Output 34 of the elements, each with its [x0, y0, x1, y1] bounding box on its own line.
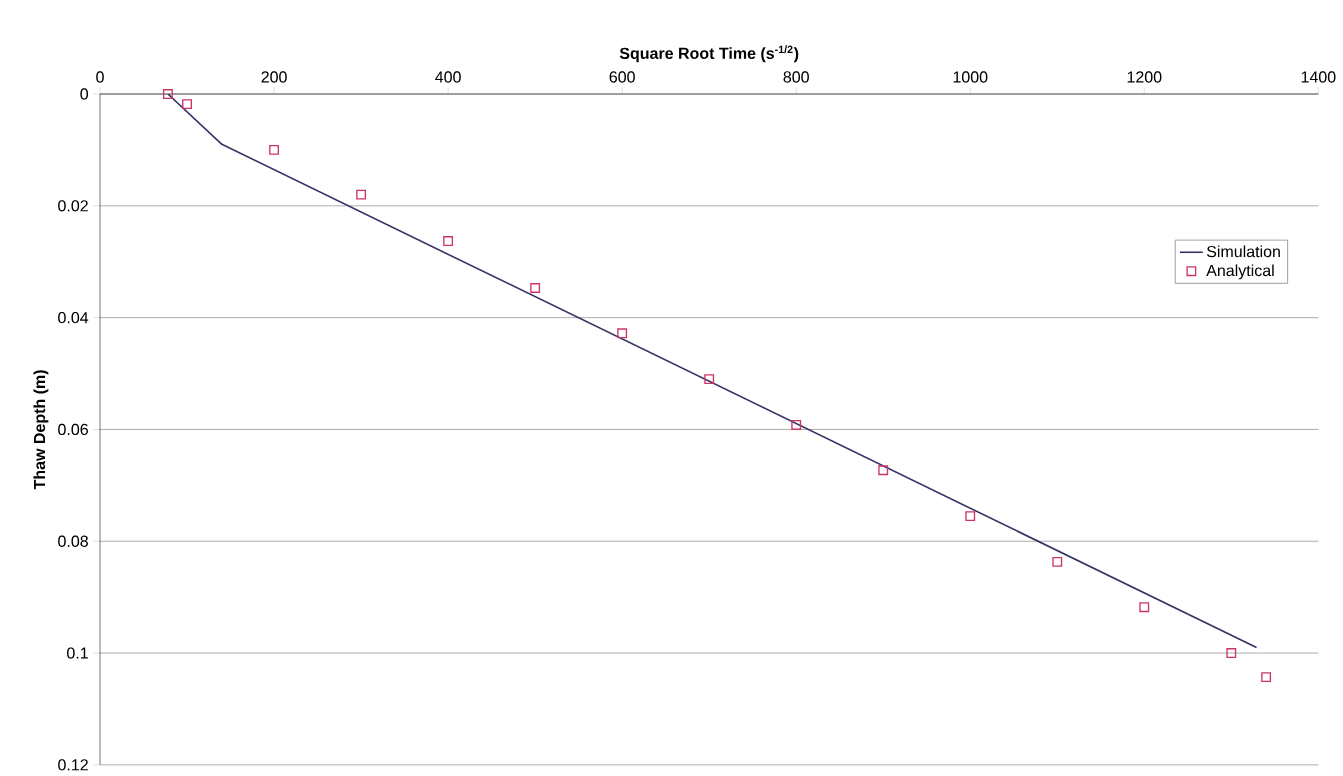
x-tick-label: 1400 — [1301, 71, 1336, 83]
x-axis-title: Square Root Time (s$^{-1/2}$) — [619, 45, 799, 63]
x-tick-label: 0 — [96, 71, 104, 83]
legend-label: Simulation — [1206, 245, 1280, 258]
legend-label: Analytical — [1206, 264, 1274, 280]
point — [162, 88, 173, 99]
y-axis-title: Thaw Depth (m) — [33, 370, 49, 490]
x-tick-label: 400 — [435, 71, 461, 83]
point — [791, 419, 802, 430]
point — [182, 99, 192, 109]
point — [1139, 602, 1150, 613]
point — [356, 189, 367, 200]
point — [269, 144, 280, 155]
y-tick-label: 0.04 — [58, 311, 89, 324]
point — [1261, 672, 1272, 682]
y-tick-label: 0.06 — [58, 423, 88, 435]
point — [1226, 648, 1237, 658]
point — [443, 236, 454, 246]
point — [704, 374, 715, 384]
x-tick-label: 800 — [783, 71, 809, 83]
point — [965, 511, 976, 521]
y-tick-label: 0 — [80, 88, 89, 100]
point — [1052, 556, 1063, 567]
x-tick-label: 1000 — [953, 71, 988, 83]
y-tick-label: 0.02 — [58, 200, 88, 212]
x-tick-label: 1200 — [1127, 71, 1162, 83]
point — [530, 282, 541, 293]
x-tick-label: 600 — [609, 71, 635, 83]
x-tick-label: 200 — [261, 71, 287, 83]
y-tick-label: 0.12 — [58, 759, 88, 771]
y-tick-label: 0.08 — [58, 535, 88, 547]
point — [878, 465, 889, 476]
point — [617, 328, 628, 339]
y-tick-label: 0.1 — [67, 647, 88, 659]
